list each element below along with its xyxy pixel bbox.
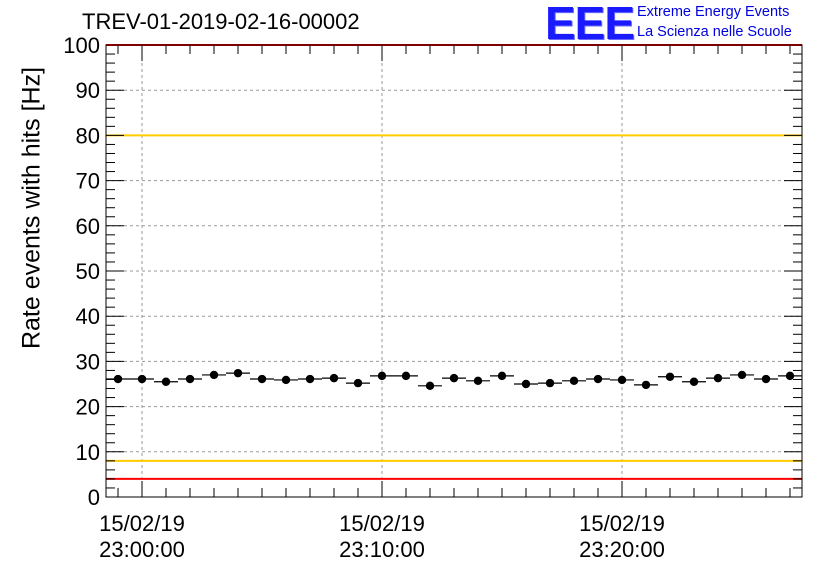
data-point — [329, 373, 339, 383]
data-point — [521, 379, 531, 389]
x-tick-label-date: 15/02/19 — [339, 511, 425, 536]
data-point — [617, 375, 627, 385]
y-tick-label: 0 — [88, 485, 100, 510]
data-point — [593, 374, 603, 384]
data-point — [473, 376, 483, 386]
data-point — [113, 374, 123, 384]
x-tick-label-time: 23:10:00 — [339, 537, 425, 562]
data-point — [137, 374, 147, 384]
data-point — [737, 370, 747, 380]
chart-title: TREV-01-2019-02-16-00002 — [82, 9, 360, 34]
data-point — [545, 378, 555, 388]
data-point — [161, 377, 171, 386]
data-point — [305, 374, 315, 384]
x-tick-label-date: 15/02/19 — [99, 511, 185, 536]
y-tick-label: 20 — [76, 395, 100, 420]
x-tick-label-date: 15/02/19 — [579, 511, 665, 536]
y-axis-label: Rate events with hits [Hz] — [17, 66, 46, 350]
logo-line-2: La Scienza nelle Scuole — [637, 24, 792, 40]
data-point — [449, 373, 459, 383]
data-point — [401, 371, 411, 381]
data-point — [761, 374, 771, 384]
data-point — [257, 374, 267, 384]
data-point — [641, 380, 651, 390]
x-tick-label-time: 23:20:00 — [579, 537, 665, 562]
data-point — [665, 372, 675, 381]
y-tick-label: 30 — [76, 349, 100, 374]
data-point — [689, 377, 699, 386]
y-tick-label: 100 — [63, 33, 100, 58]
data-point — [785, 371, 795, 381]
y-tick-label: 60 — [76, 214, 100, 239]
y-tick-label: 70 — [76, 169, 100, 194]
x-tick-label-time: 23:00:00 — [99, 537, 185, 562]
data-point — [209, 370, 219, 380]
data-point — [281, 375, 291, 385]
eee-logo: EEE Extreme Energy Events La Scienza nel… — [545, 0, 835, 49]
eee-logo-mark: EEE — [545, 0, 635, 49]
y-tick-label: 90 — [76, 78, 100, 103]
y-tick-label: 40 — [76, 304, 100, 329]
data-point — [185, 374, 195, 384]
logo-line-1: Extreme Energy Events — [637, 4, 790, 20]
y-tick-label: 50 — [76, 259, 100, 284]
data-point — [497, 371, 507, 381]
data-point — [425, 381, 435, 391]
data-point — [377, 371, 387, 381]
y-tick-label: 80 — [76, 123, 100, 148]
data-point — [233, 368, 243, 378]
y-tick-label: 10 — [76, 440, 100, 465]
data-point — [353, 378, 363, 388]
data-point — [713, 373, 723, 383]
data-point — [569, 376, 579, 386]
